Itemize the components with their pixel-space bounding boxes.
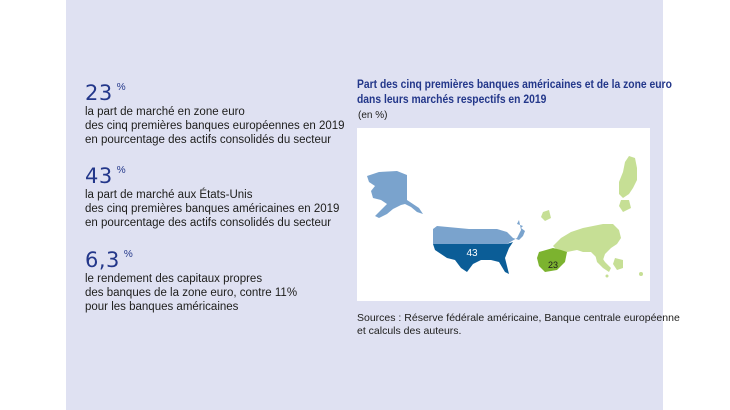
sources-line: Sources : Réserve fédérale américaine, B… [357, 312, 680, 324]
map-svg: 43 23 [367, 156, 643, 278]
baltic-shape [619, 200, 631, 212]
stat-line: pour les banques américaines [85, 301, 239, 313]
stat-line: des cinq premières banques européennes e… [85, 120, 345, 132]
chart-title-line: dans leurs marchés respectifs en 2019 [357, 92, 547, 106]
stat-line: le rendement des capitaux propres [85, 273, 263, 285]
stat-line: des banques de la zone euro, contre 11% [85, 287, 298, 299]
malta-shape [605, 274, 609, 278]
stat-line: la part de marché aux États-Unis [85, 189, 253, 201]
usa-value-label: 43 [466, 248, 478, 259]
stat-return-on-equity: 6,3% le rendement des capitaux propres d… [85, 249, 297, 314]
stat-unit: % [123, 249, 133, 260]
ireland-shape [541, 210, 551, 221]
usa-upper-shape [433, 220, 525, 244]
stat-value: 43 [85, 164, 113, 188]
stat-line: en pourcentage des actifs consolidés du … [85, 134, 332, 146]
map-area: 43 23 [357, 128, 650, 301]
italy-shape [595, 254, 611, 272]
iberia-shape [537, 248, 567, 272]
stat-unit: % [116, 165, 126, 176]
euro-value-label: 23 [548, 260, 558, 270]
stat-value: 23 [85, 81, 113, 105]
stat-line: la part de marché en zone euro [85, 106, 245, 118]
finland-shape [619, 156, 637, 198]
sources-line: et calculs des auteurs. [357, 325, 462, 337]
stat-us-market-share: 43% la part de marché aux États-Unis des… [85, 165, 339, 230]
euro-continent-shape [553, 224, 621, 260]
stat-unit: % [116, 82, 126, 93]
sources-note: Sources : Réserve fédérale américaine, B… [357, 312, 680, 338]
chart-title: Part des cinq premières banques américai… [357, 77, 672, 107]
usa-lower-shape [433, 242, 513, 274]
stat-line: en pourcentage des actifs consolidés du … [85, 217, 332, 229]
chart-unit: (en %) [358, 110, 388, 121]
cyprus-shape [639, 272, 643, 276]
greece-shape [613, 258, 623, 270]
stat-euro-market-share: 23% la part de marché en zone euro des c… [85, 82, 345, 147]
stat-line: des cinq premières banques américaines e… [85, 203, 340, 215]
alaska-shape [367, 171, 423, 218]
chart-title-line: Part des cinq premières banques américai… [357, 77, 672, 91]
stat-value: 6,3 [85, 248, 120, 272]
